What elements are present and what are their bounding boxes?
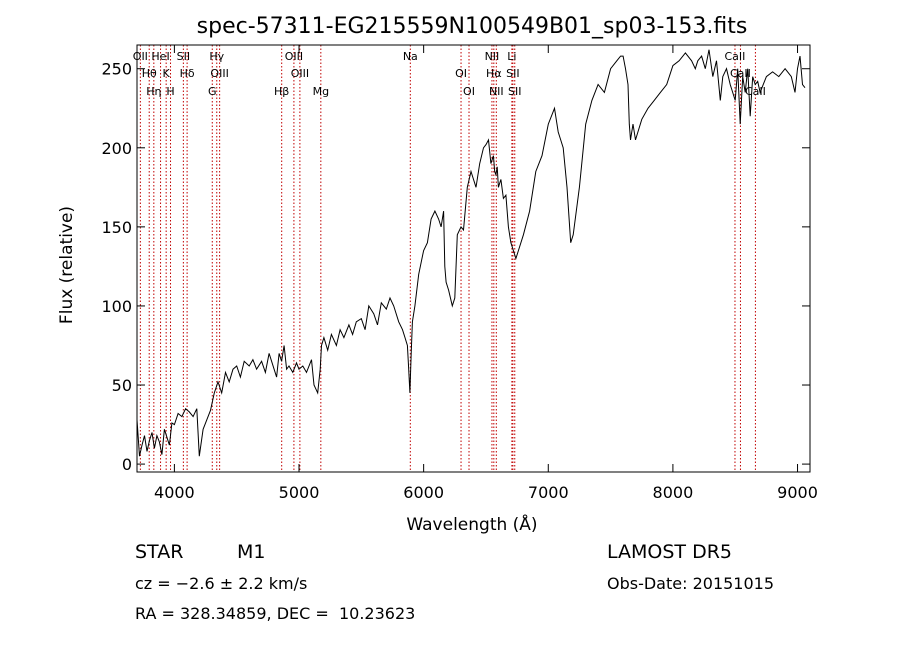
y-tick-label: 100 — [101, 297, 132, 316]
chart-title: spec-57311-EG215559N100549B01_sp03-153.f… — [197, 14, 748, 39]
line-marker-label: Hη — [146, 85, 161, 98]
y-tick-label: 0 — [122, 455, 132, 474]
line-marker-label: CaII — [730, 67, 751, 80]
y-tick-label: 250 — [101, 60, 132, 79]
object-type: STAR — [135, 541, 184, 563]
y-axis-ticks: 0 50 100 150 200 250 — [101, 60, 810, 474]
x-axis-ticks: 4000 5000 6000 7000 8000 9000 — [154, 45, 818, 502]
x-tick-label: 8000 — [653, 483, 694, 502]
line-marker-label: Mg — [313, 85, 329, 98]
line-marker-label: OIII — [285, 50, 303, 63]
line-marker-label: Na — [403, 50, 418, 63]
x-tick-label: 4000 — [154, 483, 195, 502]
line-marker-label: OI — [455, 67, 467, 80]
x-tick-label: 6000 — [403, 483, 444, 502]
line-marker-label: Hθ — [142, 67, 157, 80]
emission-line-labels: OIIHθHηHeIKHSIIHδGHγOIIIHβOIIIOIIIMgNaOI… — [133, 50, 766, 98]
line-marker-label: HeI — [151, 50, 169, 63]
observation-date: Obs-Date: 20151015 — [607, 574, 775, 593]
line-marker-label: Hγ — [209, 50, 224, 63]
x-tick-label: 5000 — [279, 483, 320, 502]
y-tick-label: 150 — [101, 218, 132, 237]
line-marker-label: OIII — [291, 67, 309, 80]
y-tick-label: 200 — [101, 139, 132, 158]
x-tick-label: 7000 — [528, 483, 569, 502]
line-marker-label: Hδ — [180, 67, 195, 80]
coordinates: RA = 328.34859, DEC = 10.23623 — [135, 604, 416, 623]
line-marker-label: Hα — [486, 67, 502, 80]
line-marker-label: CaII — [745, 85, 766, 98]
line-marker-label: SII — [508, 85, 521, 98]
x-tick-label: 9000 — [777, 483, 818, 502]
line-marker-label: Hβ — [274, 85, 289, 98]
line-marker-label: OI — [463, 85, 475, 98]
object-subclass: M1 — [237, 541, 266, 563]
plot-frame — [136, 44, 811, 473]
line-marker-label: G — [208, 85, 217, 98]
spectrum-line — [136, 49, 806, 457]
line-marker-label: CaII — [725, 50, 746, 63]
line-marker-label: NII — [489, 85, 504, 98]
y-tick-label: 50 — [112, 376, 132, 395]
x-axis-label: Wavelength (Å) — [406, 513, 537, 535]
line-marker-label: SII — [177, 50, 190, 63]
line-marker-label: NII — [485, 50, 500, 63]
emission-line-markers — [139, 45, 756, 472]
line-marker-label: OII — [133, 50, 148, 63]
line-marker-label: K — [163, 67, 171, 80]
line-marker-label: OIII — [210, 67, 228, 80]
line-marker-label: H — [166, 85, 174, 98]
line-marker-label: Li — [507, 50, 516, 63]
survey-name: LAMOST DR5 — [607, 541, 732, 563]
redshift-cz: cz = −2.6 ± 2.2 km/s — [135, 574, 308, 593]
y-axis-label: Flux (relative) — [57, 206, 77, 324]
line-marker-label: SII — [506, 67, 519, 80]
